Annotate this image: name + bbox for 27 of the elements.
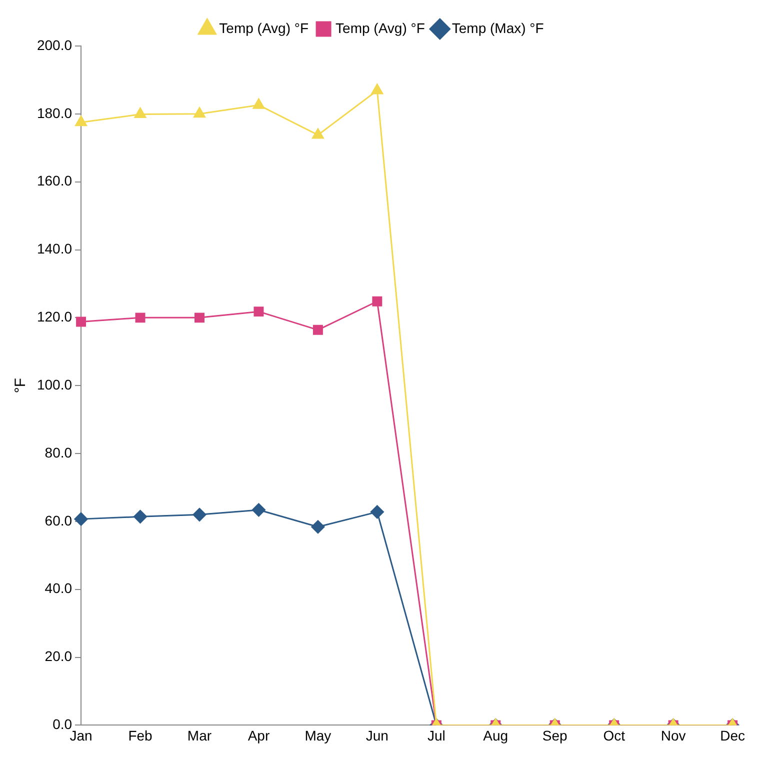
y-tick-label: 20.0: [44, 648, 72, 664]
y-tick-label: 180.0: [36, 104, 72, 121]
x-tick-label: Oct: [603, 727, 626, 744]
x-tick-label: Jun: [366, 727, 388, 744]
legend-label: Temp (Max) °F: [452, 20, 544, 36]
x-tick-label: Mar: [187, 727, 212, 744]
y-tick-label: 140.0: [36, 240, 72, 257]
y-tick-label: 60.0: [44, 512, 72, 528]
x-tick-label: Dec: [720, 727, 746, 744]
y-tick-label: 200.0: [36, 36, 72, 53]
x-tick-label: Apr: [248, 727, 270, 744]
x-tick-label: May: [304, 727, 332, 744]
x-tick-label: Jan: [70, 727, 92, 744]
x-tick-label: Sep: [542, 727, 568, 744]
x-tick-label: Aug: [483, 727, 508, 744]
y-tick-label: 120.0: [36, 308, 72, 325]
y-axis-title: °F: [12, 378, 30, 394]
y-tick-label: 160.0: [36, 172, 72, 189]
y-tick-label: 40.0: [44, 580, 72, 596]
x-tick-label: Nov: [660, 727, 686, 744]
legend-label: Temp (Avg) °F: [219, 20, 309, 36]
legend-label: Temp (Avg) °F: [336, 20, 425, 36]
y-tick-label: 0.0: [52, 716, 72, 732]
x-tick-label: Feb: [128, 727, 153, 744]
y-tick-label: 80.0: [44, 444, 72, 460]
y-tick-label: 100.0: [36, 376, 72, 392]
x-tick-label: Jul: [427, 727, 446, 744]
